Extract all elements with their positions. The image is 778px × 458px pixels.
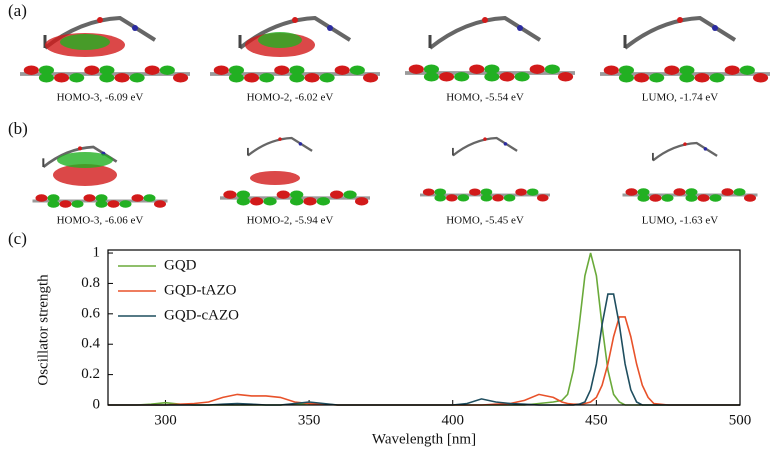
x-tick-label: 450	[585, 412, 608, 428]
orbital-caption: HOMO-2, -5.94 eV	[247, 215, 334, 227]
y-tick-label: 0.2	[81, 366, 100, 382]
orbital-caption: HOMO-3, -6.06 eV	[57, 215, 144, 227]
plot-frame	[107, 249, 741, 406]
legend-label: GQD-cAZO	[164, 307, 239, 323]
y-axis-label: Oscillator strength	[35, 274, 51, 386]
panel-label: (a)	[8, 1, 27, 20]
orbital-caption: HOMO-3, -6.09 eV	[57, 92, 144, 104]
orbital-caption: HOMO, -5.45 eV	[446, 215, 524, 227]
x-axis-label: Wavelength [nm]	[372, 431, 476, 447]
legend-label: GQD	[164, 257, 197, 273]
y-tick-label: 1	[93, 244, 101, 260]
orbital-caption: HOMO, -5.54 eV	[446, 92, 524, 104]
series-line	[108, 252, 740, 406]
orbital-caption: HOMO-2, -6.02 eV	[247, 92, 334, 104]
y-tick-label: 0.8	[81, 275, 100, 291]
x-tick-label: 500	[729, 412, 752, 428]
x-tick-label: 400	[441, 412, 464, 428]
y-tick-label: 0.6	[81, 305, 100, 321]
x-tick-label: 300	[154, 412, 177, 428]
legend-label: GQD-tAZO	[164, 282, 237, 298]
series-line	[108, 293, 740, 406]
y-tick-label: 0.4	[81, 336, 100, 352]
orbital-images	[20, 15, 770, 208]
orbital-caption: LUMO, -1.74 eV	[642, 92, 718, 104]
panel-label: (c)	[8, 229, 27, 248]
y-tick-label: 0	[93, 396, 101, 412]
orbital-caption: LUMO, -1.63 eV	[642, 215, 718, 227]
series-line	[108, 316, 740, 406]
x-tick-label: 350	[298, 412, 321, 428]
panel-label: (b)	[8, 119, 28, 138]
